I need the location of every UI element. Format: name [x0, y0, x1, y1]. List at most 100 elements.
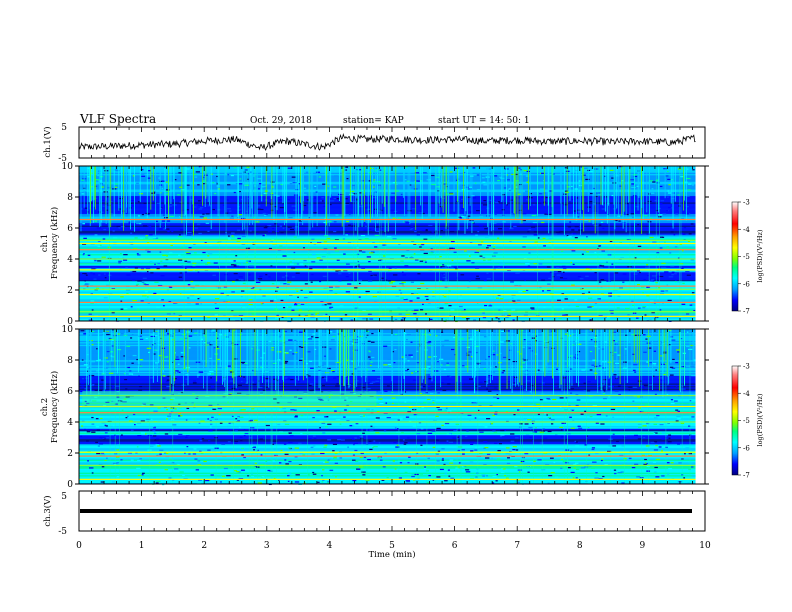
spec2-line	[79, 464, 696, 466]
spec2-speck	[665, 435, 668, 437]
spec1-speck	[304, 283, 308, 285]
spec1-speck	[111, 312, 115, 314]
spec1-speck	[212, 208, 215, 211]
spec2-speck	[396, 437, 400, 439]
spec2-sferic	[90, 329, 91, 398]
spec1-speck	[637, 224, 639, 226]
spec1-speck	[178, 259, 183, 261]
spec2-speck	[666, 462, 670, 464]
spec1-band	[79, 199, 696, 202]
spec1-speck	[646, 264, 649, 266]
spec1-speck	[360, 234, 366, 237]
spec2-speck	[309, 360, 313, 362]
spec2-speck	[597, 385, 600, 388]
spec2-speck	[421, 406, 425, 408]
spec1-speck	[257, 188, 261, 190]
spec1-sferic	[205, 166, 207, 199]
spec2-speck	[652, 363, 657, 365]
spec1-speck	[520, 169, 523, 171]
spec1-speck	[160, 260, 163, 262]
spec2-sferic	[693, 329, 695, 365]
spec1-speck	[276, 308, 278, 311]
spec1-speck	[487, 245, 491, 247]
spec2-sferic	[359, 329, 361, 363]
spec1-speck	[274, 223, 278, 225]
spec2-speck	[111, 345, 114, 347]
spec1-speck	[671, 271, 675, 273]
spec2-speck	[243, 428, 246, 431]
spec2-speck	[199, 439, 202, 441]
ch1-waveform-ylabel: ch.1(V)	[42, 126, 53, 157]
spec1-speck	[515, 173, 519, 176]
spec1-sferic	[130, 166, 131, 230]
spec2-speck	[240, 439, 243, 442]
spec2-speck	[406, 368, 410, 370]
spec2-speck	[157, 445, 161, 447]
spec2-speck	[319, 427, 321, 429]
spec1-speck	[163, 265, 168, 267]
spec1-speck	[298, 183, 300, 185]
spec1-speck	[608, 295, 612, 297]
spec1-speck	[602, 227, 605, 230]
spec2-speck	[494, 413, 498, 415]
spec1-speck	[173, 313, 176, 315]
spec1-speck	[216, 183, 219, 185]
spec1-speck	[607, 254, 612, 256]
spec1-speck	[311, 253, 316, 256]
spec2-speck	[165, 380, 169, 383]
spec1-speck	[546, 213, 549, 215]
spec1-speck	[118, 203, 123, 205]
spec1-speck	[369, 252, 374, 254]
spec1-speck	[224, 289, 226, 291]
spec1-speck	[413, 313, 417, 315]
spec1-sferic	[139, 166, 141, 203]
spec1-speck	[114, 186, 118, 188]
spec1-speck	[290, 244, 294, 246]
spec1-speck	[600, 221, 603, 223]
spec2-speck	[323, 446, 326, 448]
spec2-sferic	[473, 329, 475, 382]
spec1-speck	[161, 180, 166, 182]
spec2-speck	[675, 361, 679, 364]
spec1-speck	[605, 261, 609, 263]
spec1-sferic	[93, 166, 94, 223]
spec2-speck	[500, 434, 505, 436]
spec2-speck	[518, 481, 520, 484]
spec1-speck	[144, 291, 148, 293]
spec1-speck	[95, 287, 100, 289]
spec2-speck	[228, 429, 231, 431]
spec1-speck	[113, 169, 118, 171]
spec1-speck	[587, 169, 591, 172]
spec2-speck	[445, 364, 450, 366]
spec1-band	[79, 228, 696, 230]
spec2-speck	[548, 475, 553, 477]
spec1-speck	[198, 200, 201, 202]
spec2-band	[79, 391, 696, 393]
spec1-speck	[276, 195, 280, 197]
spec2-sferic	[219, 329, 221, 367]
spec2-speck	[565, 397, 569, 399]
spec2-speck	[478, 385, 481, 387]
spec2-speck	[584, 410, 587, 412]
spec2-speck	[193, 404, 196, 406]
spec2-band	[79, 371, 696, 374]
spec2-band	[79, 449, 696, 451]
spec2-speck	[686, 345, 690, 348]
spec2-speck	[321, 475, 323, 477]
spec1-speck	[682, 233, 686, 235]
spec2-speck	[591, 467, 595, 469]
spec2-speck	[470, 443, 474, 446]
spec1-speck	[655, 282, 658, 284]
spec2-sferic	[103, 329, 105, 393]
spec2-speck	[649, 384, 653, 386]
spec1-speck	[293, 236, 297, 238]
spec2-speck	[272, 362, 277, 365]
spec1-speck	[202, 176, 205, 179]
spec2-speck	[148, 481, 153, 483]
spec2-speck	[514, 466, 518, 468]
spec2-speck	[425, 334, 430, 336]
spec1-speck	[144, 284, 149, 286]
spec2-speck	[512, 383, 517, 385]
spec1-speck	[620, 257, 624, 259]
spec2-speck	[138, 375, 140, 377]
